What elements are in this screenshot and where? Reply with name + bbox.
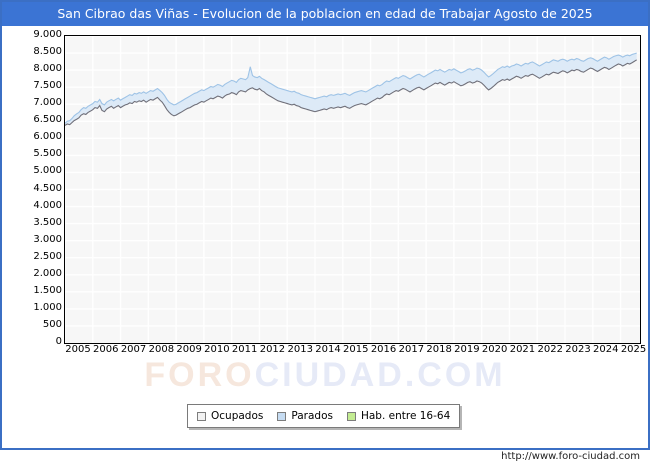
legend-item-parados[interactable]: Parados bbox=[277, 410, 333, 422]
chart-legend: Ocupados Parados Hab. entre 16-64 bbox=[187, 404, 461, 428]
y-tick-label: 1.000 bbox=[33, 301, 62, 313]
legend-label-habitantes: Hab. entre 16-64 bbox=[360, 410, 451, 422]
x-tick-label: 2019 bbox=[454, 344, 480, 355]
x-tick-label: 2025 bbox=[620, 344, 647, 355]
y-tick-label: 3.000 bbox=[33, 233, 62, 245]
x-tick-label: 2005 bbox=[65, 344, 91, 355]
watermark: FOROCIUDAD.COM bbox=[2, 356, 648, 396]
legend-item-ocupados[interactable]: Ocupados bbox=[197, 410, 263, 422]
y-axis: 0 500 1.000 1.500 2.000 2.500 3.000 3.500 4.000 4… bbox=[2, 30, 62, 347]
x-tick-label: 2010 bbox=[204, 344, 230, 355]
gridlines bbox=[65, 36, 640, 343]
x-tick-label: 2021 bbox=[509, 344, 536, 355]
x-tick-label: 2013 bbox=[287, 344, 313, 355]
legend-label-ocupados: Ocupados bbox=[211, 410, 264, 422]
x-tick-label: 2015 bbox=[343, 344, 369, 355]
x-tick-label: 2023 bbox=[565, 344, 591, 355]
x-axis: 2005 2006 2007 2008 2009 2010 2011 2012 2013 2014… bbox=[64, 344, 646, 360]
y-tick-label: 4.500 bbox=[33, 182, 62, 194]
y-tick-label: 2.500 bbox=[33, 250, 62, 262]
x-tick-label: 2022 bbox=[537, 344, 563, 355]
x-tick-label: 2017 bbox=[398, 344, 425, 355]
y-tick-label: 7.500 bbox=[33, 80, 62, 92]
chart-container: 0 500 1.000 1.500 2.000 2.500 3.000 3.500 4.000 4… bbox=[2, 26, 648, 462]
y-tick-label: 6.000 bbox=[33, 131, 62, 143]
y-tick-label: 8.500 bbox=[33, 46, 62, 58]
y-tick-label: 1.500 bbox=[33, 284, 62, 296]
y-tick-label: 0 bbox=[55, 336, 62, 347]
legend-item-habitantes[interactable]: Hab. entre 16-64 bbox=[346, 410, 451, 422]
x-tick-label: 2016 bbox=[370, 344, 397, 355]
y-tick-label: 2.000 bbox=[33, 267, 62, 279]
legend-swatch-ocupados bbox=[197, 411, 206, 421]
ocupados-line bbox=[65, 59, 637, 126]
parados-band-fill bbox=[65, 53, 637, 126]
y-tick-label: 3.500 bbox=[33, 216, 62, 228]
parados-line bbox=[65, 52, 637, 124]
y-tick-label: 9.000 bbox=[33, 29, 62, 40]
y-tick-label: 6.500 bbox=[33, 114, 62, 126]
legend-swatch-habitantes bbox=[346, 411, 356, 421]
y-tick-label: 5.500 bbox=[33, 148, 62, 160]
chart-svg bbox=[65, 36, 640, 343]
y-tick-label: 8.000 bbox=[33, 63, 62, 75]
watermark-ciudad: CIUDAD.COM bbox=[254, 356, 506, 394]
legend-swatch-parados bbox=[277, 411, 287, 421]
watermark-foro: FORO bbox=[144, 356, 255, 394]
x-tick-label: 2020 bbox=[481, 344, 508, 355]
x-tick-label: 2006 bbox=[93, 344, 119, 355]
x-tick-label: 2007 bbox=[120, 344, 147, 355]
x-tick-label: 2011 bbox=[231, 344, 258, 355]
y-tick-label: 4.000 bbox=[33, 199, 62, 211]
y-tick-label: 7.000 bbox=[33, 97, 62, 109]
x-tick-label: 2024 bbox=[593, 344, 619, 355]
x-tick-label: 2008 bbox=[148, 344, 175, 355]
x-tick-label: 2012 bbox=[259, 344, 286, 355]
x-tick-label: 2014 bbox=[315, 344, 341, 355]
footer-url[interactable]: http://www.foro-ciudad.com bbox=[501, 451, 640, 462]
x-tick-label: 2009 bbox=[176, 344, 202, 355]
plot-area bbox=[64, 35, 641, 344]
window-title: San Cibrao das Viñas - Evolucion de la p… bbox=[2, 2, 648, 26]
legend-label-parados: Parados bbox=[291, 410, 333, 422]
y-tick-label: 500 bbox=[42, 318, 62, 330]
x-tick-label: 2018 bbox=[426, 344, 452, 355]
y-tick-label: 5.000 bbox=[33, 165, 62, 177]
